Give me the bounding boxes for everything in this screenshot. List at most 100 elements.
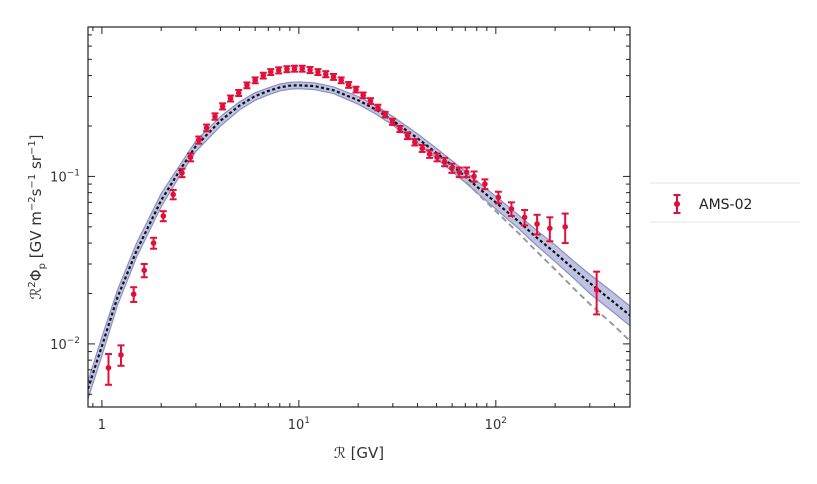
data-point-ams02: [314, 68, 322, 77]
data-point-ams02: [235, 89, 243, 98]
data-point-ams02: [195, 135, 203, 145]
data-point-ams02: [117, 344, 125, 367]
data-marker: [130, 291, 137, 298]
data-marker: [389, 118, 396, 125]
data-point-ams02: [455, 166, 463, 179]
x-tick-label: 101: [288, 416, 310, 433]
data-marker: [338, 77, 344, 84]
data-point-ams02: [178, 167, 186, 179]
data-marker: [508, 206, 515, 212]
ticks-layer: 1 101 102 10−2 10−1: [50, 27, 630, 433]
data-point-ams02: [337, 76, 345, 85]
data-marker: [593, 287, 600, 293]
data-marker: [170, 191, 176, 198]
data-marker: [397, 126, 403, 132]
data-point-ams02: [345, 81, 353, 89]
data-marker: [141, 267, 148, 274]
x-axis-title: ℛ [GV]: [334, 444, 384, 462]
data-point-ams02: [169, 188, 177, 201]
data-marker: [322, 71, 329, 77]
data-marker: [521, 214, 528, 221]
data-marker: [252, 77, 258, 84]
data-point-ams02: [322, 70, 330, 79]
data-marker: [187, 154, 194, 161]
data-point-ams02: [494, 190, 502, 205]
data-point-ams02: [481, 178, 489, 191]
data-marker: [315, 69, 321, 75]
data-marker: [404, 132, 411, 139]
plot-area: [88, 27, 630, 407]
data-point-ams02: [187, 152, 195, 163]
data-point-ams02: [426, 149, 434, 159]
legend: AMS-02: [650, 182, 800, 223]
y-axis-title: ℛ2Φp [GV m−2s−1 sr−1]: [27, 134, 48, 299]
data-point-ams02: [366, 97, 374, 105]
data-point-ams02: [374, 103, 382, 112]
data-point-ams02: [470, 170, 478, 183]
data-marker: [419, 145, 426, 152]
legend-label-ams02: AMS-02: [699, 197, 752, 213]
data-marker: [160, 213, 167, 219]
data-point-ams02: [203, 123, 211, 133]
data-marker: [299, 65, 306, 72]
data-marker: [345, 82, 352, 88]
y-tick-label: 10−1: [50, 168, 80, 185]
data-point-ams02: [448, 162, 456, 174]
data-point-ams02: [267, 68, 275, 77]
data-marker: [495, 194, 502, 201]
data-point-ams02: [561, 212, 569, 245]
model-line-dashed-gray: [435, 154, 630, 342]
data-marker: [260, 72, 267, 79]
data-marker: [426, 151, 433, 157]
data-point-ams02: [546, 216, 554, 243]
data-point-ams02: [150, 236, 158, 250]
data-marker: [275, 67, 282, 74]
data-marker: [471, 173, 477, 180]
data-marker: [449, 165, 455, 171]
data-point-ams02: [433, 152, 441, 163]
data-point-ams02: [251, 76, 259, 85]
data-point-ams02: [463, 166, 471, 179]
data-marker: [203, 125, 210, 131]
data-point-ams02: [352, 85, 360, 94]
data-point-ams02: [243, 81, 251, 90]
data-point-ams02: [507, 201, 515, 218]
data-point-ams02: [411, 138, 419, 147]
data-marker: [456, 169, 463, 175]
data-point-ams02: [330, 72, 338, 81]
data-marker: [375, 104, 381, 111]
data-marker: [179, 170, 185, 176]
data-marker: [534, 221, 540, 227]
data-point-ams02: [259, 71, 267, 80]
data-point-ams02: [389, 117, 397, 126]
data-marker: [105, 364, 112, 371]
data-point-ams02: [219, 102, 227, 111]
data-marker: [219, 103, 226, 110]
data-marker: [382, 111, 388, 118]
data-marker: [227, 95, 234, 102]
series-layer: [88, 64, 630, 399]
data-marker: [367, 98, 374, 104]
data-marker: [353, 86, 359, 93]
plot-frame: [87, 26, 631, 408]
data-point-ams02: [104, 353, 112, 386]
data-point-ams02: [418, 144, 426, 153]
data-marker: [562, 224, 568, 230]
data-point-ams02: [283, 65, 291, 74]
data-point-ams02: [290, 64, 298, 73]
data-point-ams02: [298, 64, 306, 73]
data-point-ams02: [396, 124, 404, 134]
data-point-ams02: [275, 66, 283, 75]
data-marker: [267, 69, 274, 75]
data-marker: [150, 240, 157, 246]
data-point-ams02: [593, 270, 601, 316]
model-line-dotted-black: [88, 84, 630, 390]
x-tick-label: 1: [98, 418, 106, 433]
data-marker: [360, 92, 366, 99]
data-marker: [284, 66, 290, 72]
model-band: [88, 81, 630, 399]
data-point-ams02: [441, 156, 449, 168]
data-marker: [434, 154, 440, 161]
data-marker: [463, 169, 470, 175]
